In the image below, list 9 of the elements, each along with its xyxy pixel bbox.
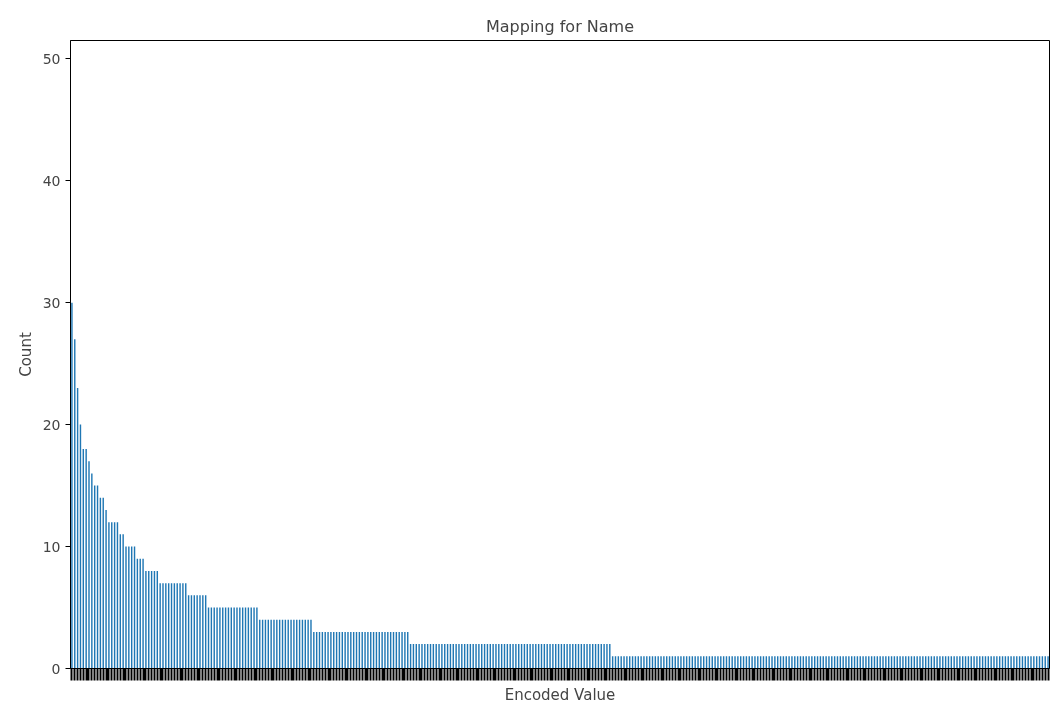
y-tick-label: 20	[42, 416, 61, 433]
y-tick-label: 0	[51, 660, 61, 677]
y-axis-title: Count	[16, 332, 35, 377]
y-tick-label: 40	[42, 172, 61, 189]
y-tick-label: 30	[42, 294, 61, 311]
chart-title: Mapping for Name	[485, 16, 635, 36]
y-tick-label: 10	[42, 538, 61, 555]
y-tick-label: 50	[42, 50, 61, 67]
x-axis-title: Encoded Value	[504, 685, 616, 704]
